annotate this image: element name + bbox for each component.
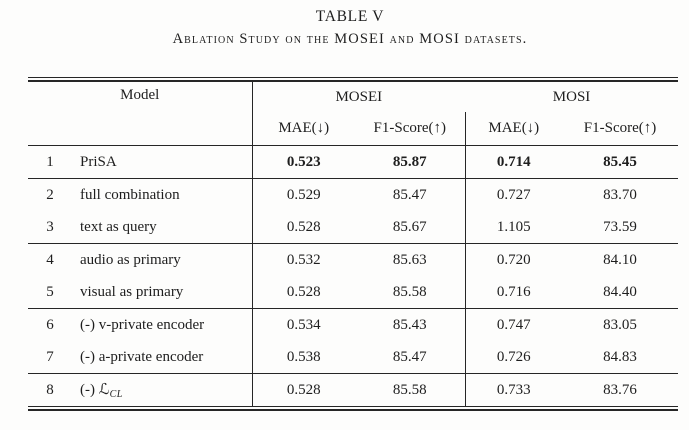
column-header-mosei-mae: MAE(↓) (278, 120, 330, 136)
mosei-f1-value: 85.63 (355, 243, 466, 276)
table-title-block: TABLE V Ablation Study on the MOSEI and … (20, 7, 680, 49)
model-name: text as query (72, 211, 253, 244)
mosei-mae-value: 0.528 (286, 381, 321, 398)
model-name: full combination (72, 178, 253, 211)
mosi-mae-value: 0.727 (496, 186, 531, 203)
row-number: 6 (46, 316, 54, 333)
mosi-f1-value: 85.45 (603, 153, 637, 170)
mosi-mae-value: 0.714 (496, 153, 531, 170)
ablation-table-container: Model MOSEI MOSI MAE(↓) F1-Score(↑) MAE(… (28, 77, 679, 411)
mosi-mae-value: 0.716 (496, 283, 531, 300)
table-number: TABLE V (315, 8, 385, 25)
column-header-mosi-f1: F1-Score(↑) (583, 120, 657, 136)
column-group-mosei: MOSEI (335, 88, 383, 105)
ablation-table: Model MOSEI MOSI MAE(↓) F1-Score(↑) MAE(… (28, 82, 679, 406)
mosi-f1-value: 84.83 (603, 348, 637, 365)
mosi-mae-value: 0.733 (496, 381, 531, 398)
row-number: 4 (46, 251, 54, 268)
mosei-f1-value: 85.58 (355, 276, 466, 309)
model-name: PriSA (72, 145, 253, 179)
mosei-mae-value: 0.528 (286, 218, 321, 235)
row-number: 8 (46, 381, 54, 398)
mosei-mae-value: 0.534 (286, 316, 321, 333)
mosei-mae-value: 0.532 (286, 251, 321, 268)
mosei-mae-value: 0.529 (286, 186, 321, 203)
mosei-f1-value: 85.87 (355, 145, 466, 179)
table-row-3: 3 text as query 0.528 85.67 1.105 73.59 (28, 211, 679, 244)
table-row-6: 6 (-) v-private encoder 0.534 85.43 0.74… (28, 308, 678, 341)
mosei-f1-value: 85.47 (355, 341, 466, 374)
mosi-mae-value: 0.720 (496, 251, 531, 268)
column-header-mosi-mae: MAE(↓) (488, 120, 540, 136)
mosi-f1-value: 83.70 (603, 186, 637, 203)
header-row-metrics: MAE(↓) F1-Score(↑) MAE(↓) F1-Score(↑) (28, 112, 679, 146)
model-name: (-) v-private encoder (72, 308, 253, 341)
mosi-f1-value: 83.05 (603, 316, 637, 333)
mosei-f1-value: 85.58 (355, 373, 466, 406)
column-header-mosei-f1: F1-Score(↑) (355, 112, 466, 146)
loss-prefix: (-) (80, 382, 99, 398)
table-row-4: 4 audio as primary 0.532 85.63 0.720 84.… (28, 243, 678, 276)
model-name: (-) a-private encoder (72, 341, 253, 374)
column-header-model: Model (28, 82, 253, 146)
row-number: 7 (46, 348, 54, 365)
mosi-f1-value: 84.40 (603, 283, 637, 300)
model-name: visual as primary (72, 276, 253, 309)
top-double-rule (28, 77, 678, 82)
mosei-f1-value: 85.47 (355, 178, 466, 211)
bottom-double-rule (28, 406, 678, 411)
column-group-mosi: MOSI (552, 88, 591, 105)
table-row-5: 5 visual as primary 0.528 85.58 0.716 84… (28, 276, 679, 309)
row-number: 5 (46, 283, 54, 300)
table-caption: Ablation Study on the MOSEI and MOSI dat… (172, 31, 528, 47)
mosei-mae-value: 0.528 (286, 283, 321, 300)
mosi-f1-value: 84.10 (603, 251, 637, 268)
table-row-2: 2 full combination 0.529 85.47 0.727 83.… (28, 178, 678, 211)
mosi-f1-value: 83.76 (603, 381, 637, 398)
mosei-mae-value: 0.538 (286, 348, 321, 365)
loss-subscript: CL (109, 389, 123, 400)
header-row-groups: Model MOSEI MOSI (28, 82, 678, 146)
mosi-mae-value: 0.747 (496, 316, 531, 333)
row-number: 3 (46, 218, 54, 235)
mosei-mae-value: 0.523 (286, 153, 321, 170)
row-number: 2 (46, 186, 54, 203)
model-name: audio as primary (72, 243, 253, 276)
table-row-8: 8 (-) ℒCL 0.528 85.58 0.733 83.76 (28, 373, 678, 406)
mosei-f1-value: 85.43 (355, 308, 466, 341)
mosi-mae-value: 1.105 (496, 218, 531, 235)
mosei-f1-value: 85.67 (355, 211, 466, 244)
table-row-1: 1 PriSA 0.523 85.87 0.714 85.45 (28, 145, 679, 179)
loss-symbol: ℒ (98, 380, 110, 398)
row-number: 1 (46, 153, 54, 170)
mosi-f1-value: 73.59 (603, 218, 637, 235)
model-name: (-) ℒCL (72, 373, 253, 406)
mosi-mae-value: 0.726 (496, 348, 531, 365)
table-row-7: 7 (-) a-private encoder 0.538 85.47 0.72… (28, 341, 679, 374)
